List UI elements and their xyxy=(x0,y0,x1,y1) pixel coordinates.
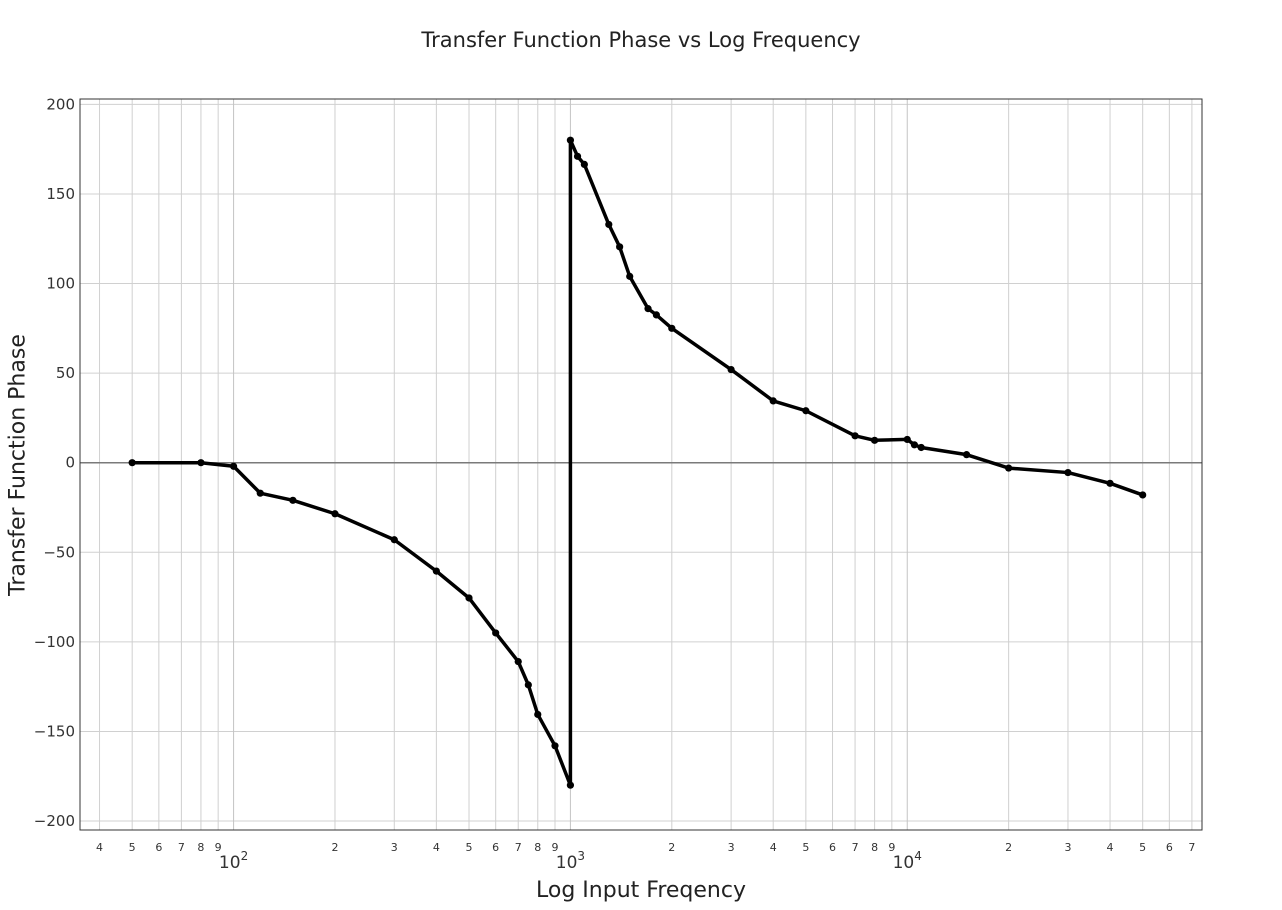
grid-lines xyxy=(80,99,1202,830)
data-point xyxy=(390,536,398,544)
x-major-tick-label: 104 xyxy=(893,849,922,873)
data-point xyxy=(566,781,575,789)
x-minor-tick-label: 3 xyxy=(1064,841,1071,854)
x-minor-tick-label: 4 xyxy=(770,841,777,854)
chart-title: Transfer Function Phase vs Log Frequency xyxy=(421,28,861,52)
x-minor-tick-label: 8 xyxy=(871,841,878,854)
x-axis-label: Log Input Freqency xyxy=(536,878,746,903)
y-tick-label: 0 xyxy=(65,454,75,472)
data-point xyxy=(644,305,652,313)
x-minor-tick-label: 2 xyxy=(1005,841,1012,854)
x-minor-tick-label: 6 xyxy=(1166,841,1173,854)
data-point xyxy=(668,324,676,332)
x-minor-tick-label: 3 xyxy=(391,841,398,854)
x-minor-tick-label: 6 xyxy=(492,841,499,854)
series-layer xyxy=(128,136,1147,789)
data-point xyxy=(551,742,559,750)
x-minor-tick-label: 9 xyxy=(551,841,558,854)
x-minor-tick-label: 4 xyxy=(96,841,103,854)
x-minor-tick-label: 5 xyxy=(1139,841,1146,854)
data-point xyxy=(727,365,735,374)
x-minor-tick-label: 9 xyxy=(888,841,895,854)
x-minor-tick-label: 6 xyxy=(829,841,836,854)
data-point xyxy=(769,397,777,405)
data-point xyxy=(289,496,297,504)
data-point xyxy=(1064,468,1072,477)
data-point xyxy=(1139,491,1147,499)
data-point xyxy=(910,441,918,449)
data-point xyxy=(524,681,532,689)
y-tick-label: −50 xyxy=(43,543,75,561)
x-minor-tick-label: 5 xyxy=(466,841,473,854)
x-minor-tick-label: 5 xyxy=(802,841,809,854)
data-point xyxy=(256,489,264,497)
axes xyxy=(79,98,1203,831)
x-minor-tick-label: 4 xyxy=(433,841,440,854)
data-point xyxy=(871,436,879,444)
y-tick-label: −100 xyxy=(34,633,75,651)
data-point xyxy=(1005,464,1013,472)
data-point xyxy=(514,657,522,666)
data-point xyxy=(197,459,205,467)
x-major-tick-label: 103 xyxy=(556,849,585,873)
data-point xyxy=(1106,479,1114,487)
data-point xyxy=(802,407,810,415)
x-minor-tick-label: 7 xyxy=(178,841,185,854)
x-minor-tick-label: 2 xyxy=(331,841,338,854)
data-point xyxy=(626,272,634,280)
y-tick-label: −150 xyxy=(34,722,75,740)
y-tick-label: 50 xyxy=(56,364,75,382)
x-minor-tick-label: 6 xyxy=(155,841,162,854)
data-point xyxy=(917,443,925,452)
x-minor-tick-label: 7 xyxy=(515,841,522,854)
x-minor-tick-label: 8 xyxy=(534,841,541,854)
data-point xyxy=(432,567,440,575)
data-point xyxy=(229,462,238,470)
data-point xyxy=(962,451,971,459)
plot-frame xyxy=(79,98,1203,831)
data-point xyxy=(580,160,588,168)
data-point xyxy=(534,710,542,719)
data-point xyxy=(903,435,911,444)
x-minor-tick-label: 8 xyxy=(197,841,204,854)
x-minor-tick-label: 7 xyxy=(1188,841,1195,854)
x-minor-tick-label: 5 xyxy=(129,841,136,854)
y-tick-label: 150 xyxy=(46,185,75,203)
x-minor-tick-label: 2 xyxy=(668,841,675,854)
x-minor-tick-label: 4 xyxy=(1107,841,1114,854)
data-point xyxy=(573,152,582,160)
x-minor-tick-label: 7 xyxy=(852,841,859,854)
data-point xyxy=(652,311,660,319)
data-point xyxy=(851,432,859,440)
x-major-tick-label: 102 xyxy=(219,849,248,873)
y-axis-label: Transfer Function Phase xyxy=(5,334,31,596)
y-tick-label: 100 xyxy=(46,275,75,293)
x-minor-tick-label: 9 xyxy=(215,841,222,854)
data-point xyxy=(492,629,500,637)
x-minor-tick-label: 3 xyxy=(728,841,735,854)
y-tick-label: 200 xyxy=(46,95,75,113)
data-point xyxy=(128,459,136,467)
data-point xyxy=(331,510,339,518)
data-point xyxy=(616,243,624,251)
data-point xyxy=(566,136,575,144)
data-point xyxy=(465,594,473,602)
data-point xyxy=(605,220,613,229)
y-tick-label: −200 xyxy=(34,812,75,830)
